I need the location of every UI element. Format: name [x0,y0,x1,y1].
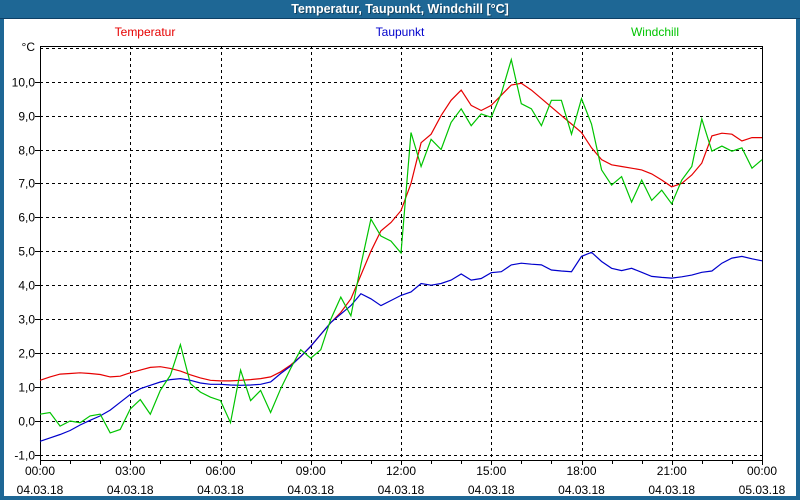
y-tick-label: 8,0 [18,144,35,158]
x-tick-date-label: 05.03.18 [739,483,786,496]
chart-area: 10,0 9,0 8,0 7,0 6,0 5,0 4,0 3,0 2,0 1,0 0,0 -1,0 00… [0,19,800,500]
legend-windchill: Windchill [631,25,679,39]
chart-generated-layer: 10,09,08,07,06,05,04,03,02,01,00,0-1,000… [12,46,786,496]
y-tick-label: 0,0 [18,415,35,429]
x-tick-date-label: 04.03.18 [17,483,64,496]
y-tick-label: 10,0 [12,76,36,90]
windchill-line [39,57,763,434]
x-tick-time-label: 03:00 [115,464,145,478]
x-tick-date-label: 04.03.18 [107,483,154,496]
x-tick-date-label: 04.03.18 [197,483,244,496]
taupunkt-line [39,251,763,442]
y-tick-label: 5,0 [18,245,35,259]
y-tick-label: 3,0 [18,313,35,327]
x-tick-time-label: 21:00 [657,464,687,478]
y-tick-label: 7,0 [18,177,35,191]
chart-plot: 10,09,08,07,06,05,04,03,02,01,00,0-1,000… [12,25,786,496]
window-title: Temperatur, Taupunkt, Windchill [°C] [291,2,509,16]
x-tick-time-label: 12:00 [386,464,416,478]
x-tick-time-label: 18:00 [566,464,596,478]
y-axis-unit-label: °C [22,40,36,54]
title-bar: Temperatur, Taupunkt, Windchill [°C] [0,0,800,19]
x-tick-date-label: 04.03.18 [558,483,605,496]
temperatur-line [39,82,762,382]
legend-temperatur: Temperatur [115,25,176,39]
x-tick-time-label: 06:00 [205,464,235,478]
y-tick-label: 6,0 [18,211,35,225]
y-tick-label: 9,0 [18,110,35,124]
y-tick-label: -1,0 [14,449,35,463]
y-tick-label: 4,0 [18,279,35,293]
y-tick-label: 1,0 [18,381,35,395]
x-tick-time-label: 15:00 [476,464,506,478]
x-tick-date-label: 04.03.18 [287,483,334,496]
x-tick-time-label: 00:00 [25,464,55,478]
plot-frame [40,46,763,461]
x-tick-date-label: 04.03.18 [378,483,425,496]
x-tick-date-label: 04.03.18 [648,483,695,496]
y-tick-label: 2,0 [18,347,35,361]
legend-taupunkt: Taupunkt [376,25,425,39]
x-tick-time-label: 00:00 [747,464,777,478]
x-tick-date-label: 04.03.18 [468,483,515,496]
x-tick-time-label: 09:00 [296,464,326,478]
